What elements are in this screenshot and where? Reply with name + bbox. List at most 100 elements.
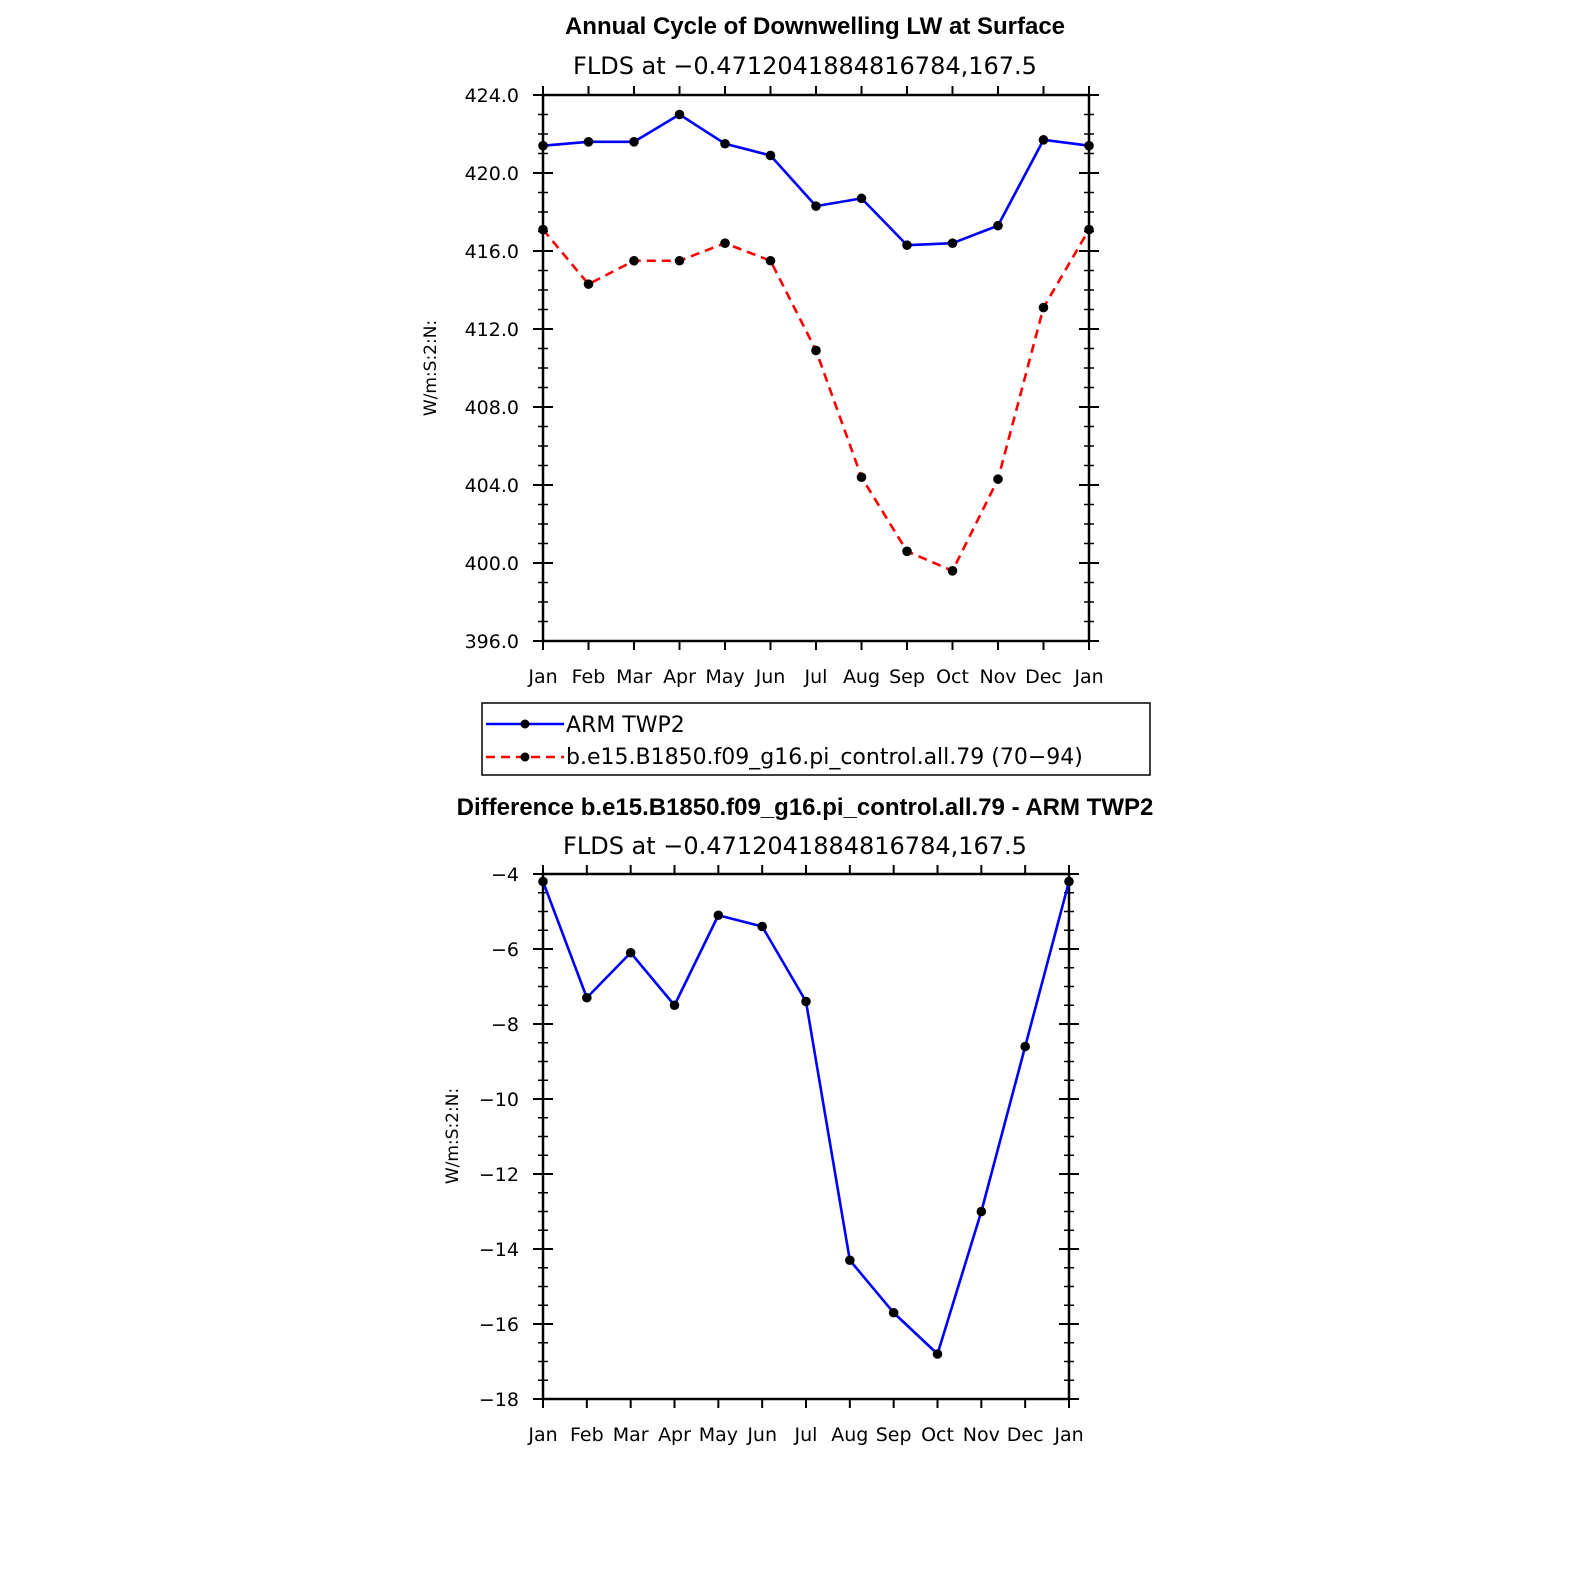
chart2-y-tick-label: −8 bbox=[491, 1014, 519, 1036]
chart2-series-1-point bbox=[932, 1349, 943, 1359]
chart1-x-tick-label: Apr bbox=[663, 666, 696, 688]
chart1-series-2-point bbox=[856, 472, 867, 483]
chart2-y-tick-label: −18 bbox=[479, 1389, 519, 1411]
chart2-series-1-point bbox=[845, 1255, 855, 1266]
chart1-series-2-point bbox=[538, 224, 548, 235]
chart1-series-1-point bbox=[720, 138, 730, 149]
chart2-x-tick-label: Apr bbox=[658, 1424, 691, 1446]
chart2-x-tick-label: Jun bbox=[746, 1424, 777, 1446]
chart1-legend: ARM TWP2 b.e15.B1850.f09_g16.pi_control.… bbox=[481, 702, 1151, 776]
chart1-x-tick-label: Feb bbox=[572, 666, 606, 688]
chart1-y-tick-label: 396.0 bbox=[465, 631, 519, 653]
chart1-x-tick-label: Jun bbox=[755, 666, 786, 688]
chart1-series-2-point bbox=[674, 255, 685, 266]
chart1-series-1-point bbox=[993, 220, 1003, 231]
chart2-series-1-point bbox=[582, 992, 592, 1003]
chart2-series-1-point bbox=[625, 947, 636, 958]
chart2-y-tick-label: −6 bbox=[491, 939, 519, 961]
chart2-series-1-point bbox=[757, 921, 767, 932]
chart2-subtitle: FLDS at −0.4712041884816784,167.5 bbox=[563, 832, 1027, 860]
legend-label-arm: ARM TWP2 bbox=[566, 713, 685, 738]
chart1-series-1-point bbox=[1084, 140, 1094, 151]
chart1-series-1-point bbox=[902, 240, 912, 250]
chart1-x-tick-label: May bbox=[705, 666, 744, 688]
chart2-series-1-point bbox=[801, 996, 811, 1007]
legend-label-model: b.e15.B1850.f09_g16.pi_control.all.79 (7… bbox=[566, 745, 1083, 770]
chart1-x-tick-label: Oct bbox=[936, 666, 969, 688]
chart2-y-tick-label: −14 bbox=[479, 1239, 519, 1261]
chart1-subtitle: FLDS at −0.4712041884816784,167.5 bbox=[573, 52, 1037, 80]
chart1-series-1-point bbox=[811, 201, 821, 211]
chart1-y-tick-label: 424.0 bbox=[465, 85, 519, 107]
chart1-series-1-point bbox=[583, 137, 594, 147]
chart1-y-tick-label: 400.0 bbox=[465, 553, 519, 575]
chart2-series-1-point bbox=[713, 910, 724, 921]
chart2-plot-frame bbox=[541, 872, 1071, 1401]
chart1-plot: Jan Feb Mar Apr May Jun Jul Aug Sep Oct Nov Dec Jan 3… bbox=[465, 85, 1104, 688]
chart1-x-tick-label: Dec bbox=[1025, 666, 1062, 688]
chart2-y-tick-label: −16 bbox=[479, 1314, 519, 1336]
chart1-series-1-point bbox=[856, 193, 867, 204]
chart1-series-1-point bbox=[947, 238, 958, 248]
chart2-x-tick-label: Jan bbox=[1053, 1424, 1083, 1446]
chart1-series-1-point bbox=[674, 109, 685, 120]
chart2-series-1-point bbox=[976, 1206, 987, 1217]
chart2-y-axis-label: W/m:S:2:N: bbox=[443, 1088, 463, 1184]
chart1-series-2-point bbox=[765, 255, 776, 266]
chart1-y-tick-label: 404.0 bbox=[465, 475, 519, 497]
chart1-y-tick-label: 408.0 bbox=[465, 397, 519, 419]
chart2-x-tick-label: Mar bbox=[613, 1424, 649, 1446]
chart1-y-tick-label: 416.0 bbox=[465, 241, 519, 263]
chart1-x-tick-label: Jan bbox=[1073, 666, 1103, 688]
chart2-y-tick-label: −12 bbox=[479, 1164, 519, 1186]
chart1-plot-frame bbox=[541, 93, 1091, 643]
chart1-series-2-point bbox=[947, 566, 958, 576]
chart1-x-tick-label: Aug bbox=[843, 666, 880, 688]
chart1-series-1-line bbox=[542, 113, 1090, 247]
chart2-x-tick-label: Jul bbox=[794, 1424, 818, 1446]
legend-marker-arm bbox=[520, 719, 530, 729]
chart1-x-tick-label: Jul bbox=[804, 666, 828, 688]
legend-box bbox=[481, 702, 1151, 776]
chart2-x-tick-label: Jan bbox=[527, 1424, 557, 1446]
chart1-series-1-point bbox=[765, 150, 776, 161]
chart1-series-2-point bbox=[629, 255, 639, 266]
chart2-series-1-point bbox=[1064, 876, 1074, 887]
chart2-x-tick-label: Aug bbox=[831, 1424, 868, 1446]
chart1-x-tick-label: Mar bbox=[616, 666, 652, 688]
chart2-x-tick-label: Oct bbox=[921, 1424, 954, 1446]
chart1-x-tick-label: Sep bbox=[889, 666, 925, 688]
chart1-y-tick-label: 420.0 bbox=[465, 163, 519, 185]
chart2-series-1-point bbox=[888, 1307, 899, 1318]
chart1-series-2-point bbox=[583, 279, 594, 289]
chart1-series-2-point bbox=[720, 238, 730, 248]
chart1-series-1-point bbox=[1038, 135, 1049, 145]
chart1-title: Annual Cycle of Downwelling LW at Surfac… bbox=[565, 13, 1065, 40]
chart2-x-tick-label: Sep bbox=[876, 1424, 912, 1446]
chart2-y-tick-label: −10 bbox=[479, 1089, 519, 1111]
chart1-y-axis-label: W/m:S:2:N: bbox=[421, 320, 441, 416]
chart2-x-tick-label: May bbox=[699, 1424, 738, 1446]
chart1-series-1-point bbox=[629, 137, 639, 147]
chart2-y-tick-label: −4 bbox=[491, 864, 519, 886]
chart1-series-2-point bbox=[902, 546, 912, 557]
chart1-series-2-point bbox=[993, 474, 1003, 484]
chart2-series-1-point bbox=[1020, 1041, 1030, 1052]
chart2-x-tick-label: Dec bbox=[1007, 1424, 1044, 1446]
chart1-y-tick-label: 412.0 bbox=[465, 319, 519, 341]
chart1-series-2-point bbox=[1038, 302, 1049, 313]
chart2-series-1-line bbox=[541, 881, 1071, 1356]
chart2-title: Difference b.e15.B1850.f09_g16.pi_contro… bbox=[457, 794, 1154, 821]
chart1-x-tick-label: Nov bbox=[979, 666, 1016, 688]
chart2-x-tick-label: Nov bbox=[963, 1424, 1000, 1446]
chart2-plot: Jan Feb Mar Apr May Jun Jul Aug Sep Oct Nov Dec Jan−… bbox=[479, 864, 1084, 1446]
legend-marker-model bbox=[520, 752, 530, 762]
chart1-series-1-point bbox=[538, 140, 548, 151]
chart2-series-1-point bbox=[669, 1000, 680, 1011]
chart2-x-tick-label: Feb bbox=[570, 1424, 604, 1446]
chart1-series-2-point bbox=[1084, 224, 1094, 235]
chart1-series-2-line bbox=[542, 228, 1091, 573]
chart1-x-tick-label: Jan bbox=[527, 666, 557, 688]
chart1-series-2-point bbox=[811, 345, 821, 356]
